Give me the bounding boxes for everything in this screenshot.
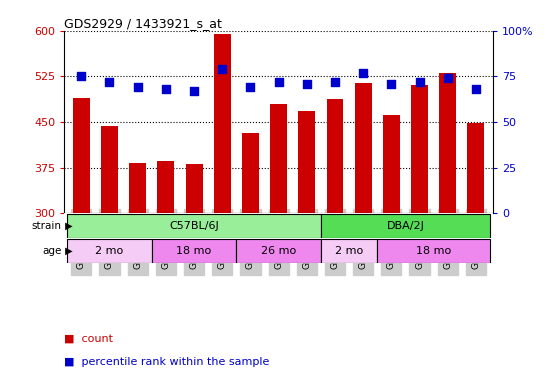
- Bar: [270, 104, 287, 213]
- Point: [246, 84, 255, 90]
- Bar: [468, 123, 484, 213]
- Bar: [242, 133, 259, 213]
- Point: [302, 81, 311, 87]
- Text: GDS2929 / 1433921_s_at: GDS2929 / 1433921_s_at: [64, 17, 222, 30]
- Text: 2 mo: 2 mo: [335, 245, 363, 256]
- Point: [387, 81, 396, 87]
- Point: [443, 75, 452, 81]
- Point: [161, 86, 170, 92]
- Point: [105, 79, 114, 85]
- Bar: [298, 111, 315, 213]
- Bar: [439, 73, 456, 213]
- Bar: [73, 98, 90, 213]
- FancyBboxPatch shape: [152, 238, 236, 263]
- FancyBboxPatch shape: [67, 238, 152, 263]
- Bar: [129, 163, 146, 213]
- Bar: [354, 83, 372, 213]
- Bar: [185, 164, 203, 213]
- Text: ■  count: ■ count: [64, 334, 113, 344]
- FancyBboxPatch shape: [67, 214, 321, 238]
- Text: 18 mo: 18 mo: [176, 245, 212, 256]
- Text: 2 mo: 2 mo: [95, 245, 124, 256]
- Bar: [157, 161, 174, 213]
- Text: age: age: [42, 245, 62, 256]
- Point: [77, 73, 86, 79]
- Text: 18 mo: 18 mo: [416, 245, 451, 256]
- Bar: [101, 126, 118, 213]
- Bar: [383, 114, 400, 213]
- FancyBboxPatch shape: [377, 238, 490, 263]
- Bar: [214, 34, 231, 213]
- Point: [358, 70, 367, 76]
- Point: [274, 79, 283, 85]
- FancyBboxPatch shape: [236, 238, 321, 263]
- Text: C57BL/6J: C57BL/6J: [169, 220, 219, 231]
- Bar: [326, 99, 343, 213]
- Bar: [411, 85, 428, 213]
- Text: ■  percentile rank within the sample: ■ percentile rank within the sample: [64, 357, 270, 367]
- Point: [133, 84, 142, 90]
- Text: 26 mo: 26 mo: [261, 245, 296, 256]
- Point: [415, 79, 424, 85]
- Text: ▶: ▶: [62, 220, 72, 231]
- Point: [472, 86, 480, 92]
- FancyBboxPatch shape: [321, 214, 490, 238]
- Text: strain: strain: [31, 220, 62, 231]
- Point: [190, 88, 199, 94]
- Point: [218, 66, 227, 72]
- Text: ▶: ▶: [62, 245, 72, 256]
- Text: DBA/2J: DBA/2J: [386, 220, 424, 231]
- FancyBboxPatch shape: [321, 238, 377, 263]
- Point: [330, 79, 339, 85]
